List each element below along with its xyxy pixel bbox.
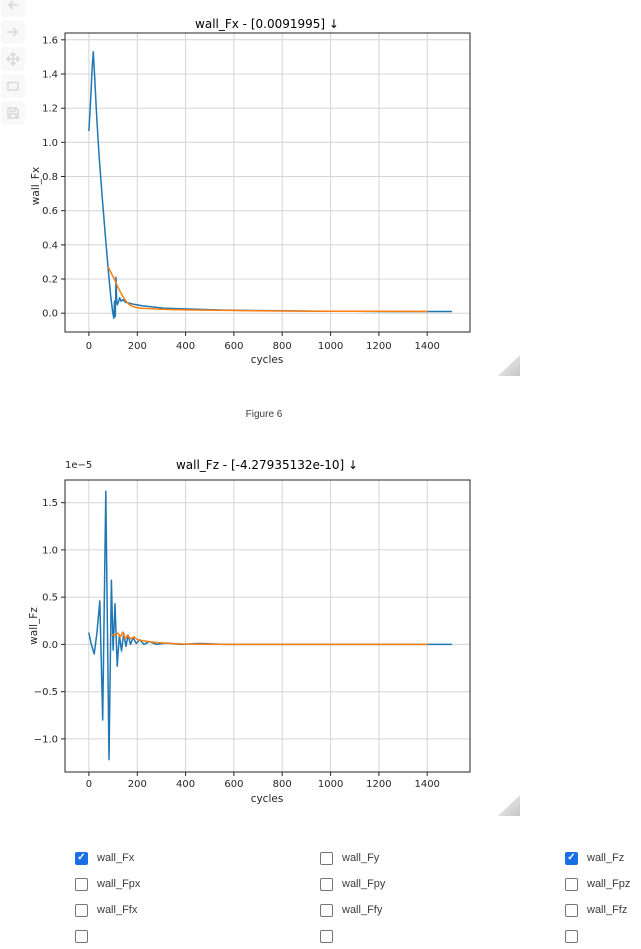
checkbox-unchecked-icon[interactable] <box>320 851 333 865</box>
y-tick-label: 0.5 <box>42 593 58 604</box>
checkbox-unchecked-icon[interactable] <box>565 877 578 891</box>
plot-frame <box>64 32 471 333</box>
x-tick-label: 200 <box>128 779 147 790</box>
series-line-wall_Fx-reference <box>107 266 428 313</box>
back-arrow-icon <box>8 0 19 10</box>
y-tick-label: 0.0 <box>42 309 58 320</box>
save-button[interactable] <box>1 101 25 125</box>
chart-wall-fz: 0 200 400 600 800 1000 1200 1400 −1.0 −0.5 0.0 0.5 1… <box>28 458 471 805</box>
x-tick-label: 1200 <box>366 341 391 352</box>
forward-button[interactable] <box>1 20 25 44</box>
checkbox-item-row4-col1[interactable] <box>75 923 320 949</box>
checkbox-unchecked-icon[interactable] <box>565 929 578 943</box>
y-tick-label: 1.4 <box>42 70 58 81</box>
checkbox-label: wall_Ffx <box>97 904 138 916</box>
plot-frame <box>64 479 471 773</box>
checkbox-label: wall_Fz <box>587 852 625 864</box>
y-tick-label: 0.8 <box>42 172 58 183</box>
y-tick-label: 1.0 <box>42 545 58 556</box>
checkbox-item-wall_Ffz[interactable]: wall_Ffz <box>565 897 641 923</box>
x-tick-label: 1400 <box>414 341 439 352</box>
checkbox-label: wall_Fy <box>342 852 380 864</box>
y-tick-label: 0.6 <box>42 206 58 217</box>
y-tick-label: 0.4 <box>42 240 58 251</box>
y-tick-label: 1.5 <box>42 498 58 509</box>
checkbox-label: wall_Ffz <box>587 904 628 916</box>
checkbox-item-wall_Fpx[interactable]: wall_Fpx <box>75 871 320 897</box>
checkbox-item-row4-col2[interactable] <box>320 923 565 949</box>
x-tick-label: 0 <box>86 779 92 790</box>
checkbox-unchecked-icon[interactable] <box>565 903 578 917</box>
y-tick-label: 0.0 <box>42 640 58 651</box>
pan-move-icon <box>6 52 20 66</box>
checkbox-item-wall_Fpy[interactable]: wall_Fpy <box>320 871 565 897</box>
variable-checkbox-grid: ✓ wall_Fx wall_Fy ✓ wall_Fz wall_Fpx wall_Fpy w… <box>75 845 641 949</box>
x-tick-label: 600 <box>224 341 243 352</box>
y-tick-label: 1.6 <box>42 35 58 46</box>
checkbox-item-wall_Fx[interactable]: ✓ wall_Fx <box>75 845 320 871</box>
series-line-wall_Fz-current <box>88 490 453 761</box>
x-tick-label: 1400 <box>414 779 439 790</box>
x-tick-label: 400 <box>176 779 195 790</box>
x-tick-label: 400 <box>176 341 195 352</box>
y-axis-label: wall_Fz <box>28 607 40 645</box>
checkbox-unchecked-icon[interactable] <box>75 903 88 917</box>
pan-button[interactable] <box>1 47 25 71</box>
checkbox-unchecked-icon[interactable] <box>320 929 333 943</box>
checkbox-unchecked-icon[interactable] <box>75 929 88 943</box>
y-axis-label: wall_Fx <box>30 167 42 205</box>
checkbox-label: wall_Fx <box>97 852 135 864</box>
checkbox-checked-icon[interactable]: ✓ <box>75 851 88 865</box>
back-button[interactable] <box>1 0 25 17</box>
y-tick-label: 1.0 <box>42 138 58 149</box>
y-tick-label: 0.2 <box>42 275 58 286</box>
x-tick-label: 200 <box>128 341 147 352</box>
checkbox-unchecked-icon[interactable] <box>75 877 88 891</box>
checkbox-item-row4-col3[interactable] <box>565 923 641 949</box>
chart-plot-area: 0 200 400 600 800 1000 1200 1400 0.0 0.2 0.4 0.6 0.8… <box>42 32 471 352</box>
checkbox-label: wall_Fpz <box>587 878 631 890</box>
zoom-rect-button[interactable] <box>1 74 25 98</box>
chart-title: wall_Fz - [-4.27935132e-10] ↓ <box>176 458 358 472</box>
zoom-rect-icon <box>7 81 19 91</box>
chart-title: wall_Fx - [0.0091995] ↓ <box>195 17 339 31</box>
chart-plot-area: 0 200 400 600 800 1000 1200 1400 −1.0 −0.5 0.0 0.5 1… <box>34 479 471 790</box>
x-tick-label: 1200 <box>366 779 391 790</box>
forward-arrow-icon <box>7 27 18 37</box>
checkbox-item-wall_Fpz[interactable]: wall_Fpz <box>565 871 641 897</box>
checkbox-label: wall_Fpy <box>342 878 386 890</box>
x-axis-label: cycles <box>251 354 284 366</box>
save-floppy-icon <box>7 107 19 119</box>
checkbox-unchecked-icon[interactable] <box>320 903 333 917</box>
matplotlib-toolbar <box>1 0 25 125</box>
y-tick-label: 1.2 <box>42 104 58 115</box>
chart-wall-fx: 0 200 400 600 800 1000 1200 1400 0.0 0.2 0.4 0.6 0.8… <box>30 17 471 366</box>
x-tick-label: 0 <box>86 341 92 352</box>
y-tick-label: −0.5 <box>34 687 58 698</box>
checkbox-checked-icon[interactable]: ✓ <box>565 851 578 865</box>
checkbox-item-wall_Ffx[interactable]: wall_Ffx <box>75 897 320 923</box>
figure-wall-fz: 0 200 400 600 800 1000 1200 1400 −1.0 −0.5 0.0 0.5 1… <box>28 452 548 824</box>
checkbox-label: wall_Fpx <box>97 878 141 890</box>
series-line-wall_Fx-current <box>88 51 453 320</box>
figure-wall-fx: 0 200 400 600 800 1000 1200 1400 0.0 0.2 0.4 0.6 0.8… <box>28 6 548 378</box>
checkbox-label: wall_Ffy <box>342 904 383 916</box>
x-tick-label: 1000 <box>318 779 343 790</box>
checkbox-item-wall_Fz[interactable]: ✓ wall_Fz <box>565 845 641 871</box>
y-axis-offset-text: 1e−5 <box>65 460 92 471</box>
checkbox-item-wall_Ffy[interactable]: wall_Ffy <box>320 897 565 923</box>
x-axis-label: cycles <box>251 793 284 805</box>
x-tick-label: 800 <box>273 779 292 790</box>
series-line-wall_Fz-reference <box>111 631 428 646</box>
y-tick-label: −1.0 <box>34 734 58 745</box>
figure-caption: Figure 6 <box>245 409 283 420</box>
x-tick-label: 800 <box>273 341 292 352</box>
checkbox-unchecked-icon[interactable] <box>320 877 333 891</box>
checkbox-item-wall_Fy[interactable]: wall_Fy <box>320 845 565 871</box>
x-tick-label: 1000 <box>318 341 343 352</box>
x-tick-label: 600 <box>224 779 243 790</box>
